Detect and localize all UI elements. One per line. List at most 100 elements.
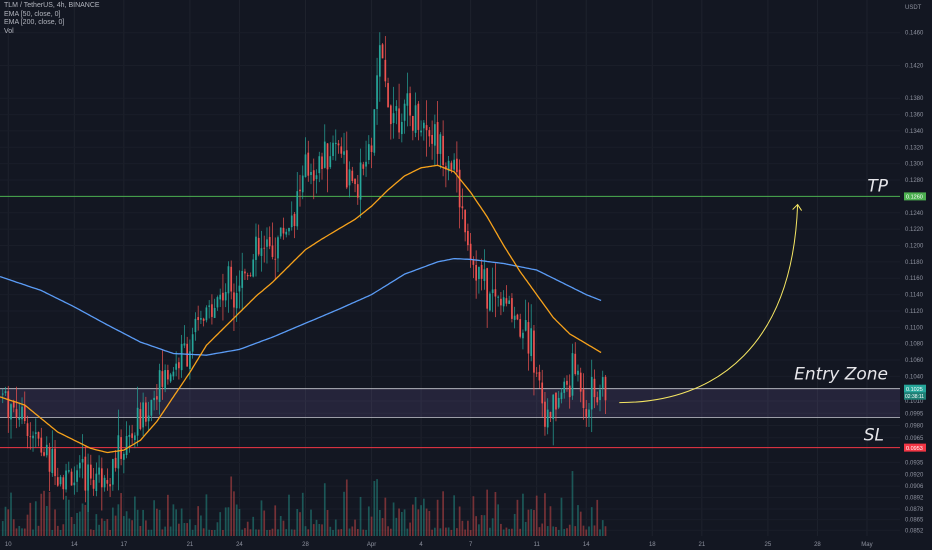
volume-bar (191, 529, 194, 536)
volume-bar (502, 529, 505, 536)
candle-body (323, 141, 326, 168)
candle-body (307, 152, 310, 176)
y-tick-label-29: 0.0852 (905, 528, 924, 534)
candle-body (54, 448, 56, 477)
candle-body (392, 113, 395, 123)
candle-body (241, 270, 244, 288)
candle-body (500, 298, 502, 306)
candle-body (238, 285, 241, 292)
tp-price-tag: 0.1260 (906, 195, 923, 201)
candle-body (117, 435, 120, 469)
volume-bar (48, 491, 51, 536)
volume-bar (100, 518, 103, 536)
candle-body (395, 106, 398, 111)
volume-bar (596, 499, 599, 536)
candle-body (89, 464, 92, 479)
candle-body (527, 322, 530, 354)
projection-arrowhead (792, 203, 803, 211)
volume-bar (222, 529, 224, 536)
candle-body (343, 151, 345, 155)
time-axis-bg (0, 536, 932, 550)
candle-body (420, 130, 422, 133)
candle-body (431, 134, 433, 144)
candle-body (62, 477, 65, 490)
volume-bar (18, 526, 21, 536)
volume-bar (271, 528, 274, 536)
volume-bar (260, 500, 263, 536)
candle-body (150, 399, 153, 416)
candle-body (596, 397, 599, 403)
candle-body (18, 417, 21, 420)
volume-bar (398, 508, 400, 536)
volume-bar (37, 525, 40, 536)
candle-body (566, 380, 568, 385)
volume-bar (312, 524, 315, 536)
candle-body (43, 452, 45, 456)
candle-body (51, 448, 54, 474)
projection-arrow (619, 204, 799, 404)
y-tick-label-12: 0.1160 (905, 276, 924, 282)
y-tick-label-26: 0.0892 (905, 496, 924, 502)
candle-body (293, 213, 296, 227)
y-tick-label-20: 0.0995 (905, 411, 924, 417)
candle-body (4, 391, 7, 394)
volume-bar (7, 509, 10, 536)
volume-bar (131, 520, 133, 536)
y-tick-label-2: 0.1380 (905, 96, 924, 102)
candle-body (588, 409, 590, 418)
volume-bar (535, 495, 538, 536)
volume-bar (601, 520, 604, 536)
volume-bar (423, 498, 425, 536)
y-tick-label-11: 0.1180 (905, 260, 924, 266)
candle-body (428, 130, 431, 137)
candle-body (235, 292, 238, 309)
volume-bar (348, 528, 351, 536)
volume-bar (161, 529, 164, 536)
volume-bar (139, 525, 142, 536)
volume-bar (15, 528, 18, 536)
volume-bar (153, 500, 155, 536)
volume-bar (189, 519, 191, 536)
candle-body (73, 482, 76, 486)
ema200-line (0, 257, 602, 356)
volume-bar (541, 523, 544, 536)
currency-label: USDT (905, 5, 922, 11)
volume-bar (288, 494, 290, 536)
volume-bar (296, 509, 299, 536)
volume-bar (194, 525, 197, 536)
candle-body (508, 300, 511, 304)
volume-bar (274, 505, 277, 536)
candle-body (351, 170, 354, 181)
volume-bar (343, 491, 345, 536)
candle-body (56, 477, 59, 486)
candle-body (120, 437, 122, 459)
volume-bar (62, 524, 65, 536)
x-tick-label-8: 7 (469, 542, 473, 548)
volume-bar (263, 510, 266, 536)
volume-bar (235, 504, 238, 536)
candle-body (478, 266, 480, 280)
candle-body (100, 468, 103, 488)
candle-body (263, 247, 266, 249)
volume-bar (310, 509, 312, 536)
candle-body (23, 405, 26, 422)
volume-bar (321, 524, 323, 536)
volume-bar (500, 523, 502, 536)
x-tick-label-10: 14 (583, 542, 590, 548)
candle-body (489, 293, 491, 311)
volume-bar (279, 516, 282, 536)
candle-body (98, 467, 100, 475)
candle-body (172, 371, 175, 377)
volume-bar (1, 521, 4, 536)
candle-body (161, 371, 164, 387)
tp-price-tag-bg (904, 192, 926, 201)
candle-body (497, 296, 500, 298)
volume-bar (23, 528, 26, 536)
candle-body (200, 318, 202, 320)
volume-bar (568, 524, 571, 536)
volume-bar (582, 525, 585, 536)
volume-bar (442, 491, 444, 536)
volume-bar (249, 529, 252, 536)
candle-body (208, 305, 211, 307)
